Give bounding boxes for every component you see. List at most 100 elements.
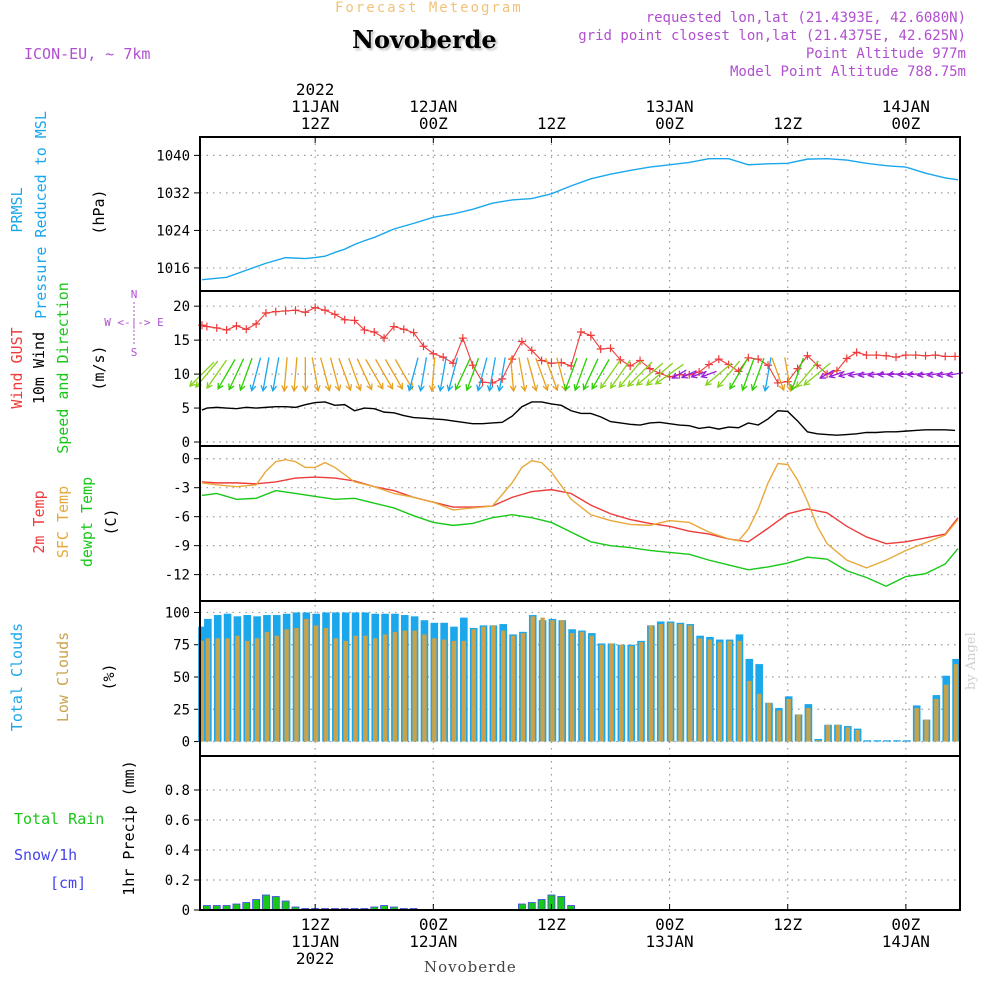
wind-direction-arrow [818, 369, 835, 379]
gust-marker [547, 359, 556, 368]
temp-ytick-label: 0 [182, 452, 190, 468]
compass-s: S [131, 346, 138, 359]
low-cloud-bar [727, 640, 732, 742]
wind-direction-arrow [319, 357, 332, 392]
low-cloud-bar [540, 617, 545, 742]
gust-marker [389, 322, 398, 331]
wind-direction-arrow [545, 357, 559, 392]
pressure-ytick-label: 1016 [156, 261, 190, 277]
gust-marker [488, 378, 497, 387]
low-cloud-bar [589, 635, 595, 742]
wind-direction-arrow [428, 357, 436, 393]
precip-bar [242, 902, 251, 911]
precip-bar [557, 896, 566, 911]
wind-direction-arrow [690, 370, 707, 379]
low-cloud-bar [796, 714, 801, 742]
wind-direction-arrow [627, 361, 653, 388]
low-cloud-bar [717, 642, 722, 742]
clouds-label-total: Total Clouds [8, 623, 26, 731]
precip-bar [537, 899, 546, 911]
gust-marker [704, 360, 713, 369]
low-cloud-bar [825, 724, 831, 742]
gust-marker [892, 353, 901, 362]
wind-direction-arrow [476, 357, 488, 392]
low-cloud-bar [205, 638, 211, 742]
precip-label-cm: [cm] [50, 874, 86, 892]
low-cloud-bar [274, 635, 279, 742]
wind-direction-arrow [384, 359, 404, 390]
wind-direction-arrow [716, 360, 741, 389]
wind-label-gust: Wind GUST [8, 327, 26, 408]
precip-frame [199, 755, 961, 911]
temp-ytick-label: -3 [173, 481, 190, 497]
temp-label-2m: 2m Temp [30, 490, 48, 553]
gust-marker [606, 344, 615, 353]
gust-marker [586, 331, 595, 340]
low-cloud-bar [313, 625, 319, 742]
wind-direction-arrow [535, 357, 549, 392]
wind-ytick-label: 15 [173, 333, 190, 349]
gust-marker [399, 325, 408, 334]
wind-direction-arrow [729, 359, 748, 390]
wind-direction-arrow [509, 357, 517, 393]
bottom-time-label: 00Z [655, 915, 684, 934]
gust-marker [537, 356, 546, 365]
low-cloud-bar [845, 727, 850, 742]
gust-marker [321, 306, 330, 315]
low-cloud-bar [471, 629, 476, 742]
model-label: ICON-EU, ~ 7km [24, 45, 151, 63]
wind-direction-arrow [762, 357, 772, 393]
low-cloud-bar [569, 633, 575, 742]
precip-label-snow: Snow/1h [14, 846, 77, 864]
wind-direction-arrow [446, 357, 459, 392]
wind-direction-arrow [437, 357, 447, 393]
clouds-ytick-label: 50 [173, 670, 190, 686]
low-cloud-bar [392, 631, 398, 742]
wind-direction-arrow [680, 370, 697, 379]
low-cloud-bar [648, 625, 654, 742]
low-cloud-bar [264, 631, 270, 742]
gust-marker [439, 353, 448, 362]
low-cloud-bar [747, 680, 752, 742]
precip-bar [252, 899, 261, 911]
gust-marker [527, 346, 536, 355]
wind-direction-arrow [417, 357, 428, 393]
gust-marker [350, 316, 359, 325]
wind-direction-arrow [828, 370, 845, 379]
wind-direction-arrow [790, 357, 804, 392]
pressure-label-1: PRMSL [8, 187, 26, 232]
top-time-label: 12Z [773, 114, 802, 133]
precip-bar [527, 902, 536, 911]
gust-marker [340, 315, 349, 324]
gust-marker [330, 310, 339, 319]
low-cloud-bar [737, 640, 742, 742]
temp-frame [199, 445, 961, 602]
wind-direction-arrow [260, 357, 270, 393]
low-cloud-bar [412, 630, 417, 742]
low-cloud-bar [579, 631, 585, 742]
low-cloud-bar [373, 638, 378, 742]
wind-direction-arrow [784, 357, 794, 393]
gust-marker [202, 322, 211, 331]
wind-direction-arrow [896, 370, 914, 378]
low-cloud-bar [678, 624, 683, 742]
low-cloud-bar [481, 626, 486, 742]
bottom-time-label: 12Z [301, 915, 330, 934]
low-cloud-bar [550, 620, 555, 742]
low-cloud-bar [235, 635, 240, 742]
clouds-unit: (%) [100, 663, 118, 690]
low-cloud-bar [323, 627, 329, 742]
wind-direction-arrow [238, 357, 253, 392]
gust-marker [911, 351, 920, 360]
wind-direction-arrow [518, 357, 528, 393]
gust-marker [872, 351, 881, 360]
precip-ytick-label: 0 [182, 903, 190, 919]
wind-direction-arrow [486, 357, 496, 393]
low-cloud-bar [363, 635, 368, 742]
pressure-ytick-label: 1032 [156, 186, 190, 202]
gust-marker [232, 321, 241, 330]
wind-ytick-label: 20 [173, 299, 190, 315]
temp-label-dewpt: dewpt Temp [78, 477, 96, 567]
low-cloud-bar [432, 638, 437, 742]
